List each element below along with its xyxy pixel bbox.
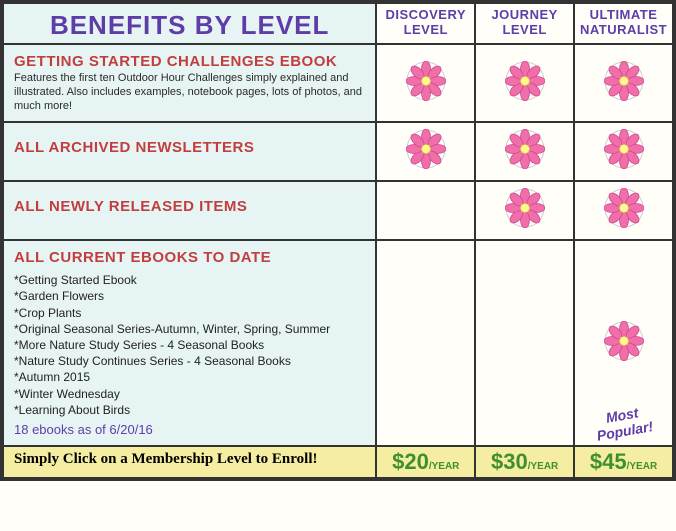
most-popular-badge: Most Popular!	[575, 399, 672, 447]
benefit-label: ALL ARCHIVED NEWSLETTERS	[3, 122, 376, 181]
benefits-table-wrapper: BENEFITS BY LEVEL DISCOVERY LEVEL JOURNE…	[0, 0, 676, 481]
flower-icon	[406, 61, 446, 106]
check-cell: Most Popular!	[574, 240, 673, 446]
flower-icon	[604, 321, 644, 366]
list-item: Getting Started Ebook	[14, 272, 365, 288]
price-per: /YEAR	[627, 461, 658, 472]
list-item: Learning About Birds	[14, 402, 365, 418]
check-cell	[574, 44, 673, 122]
list-item: Original Seasonal Series-Autumn, Winter,…	[14, 321, 365, 337]
list-item: Winter Wednesday	[14, 386, 365, 402]
flower-icon	[604, 129, 644, 174]
list-item: Crop Plants	[14, 305, 365, 321]
price-per: /YEAR	[528, 461, 559, 472]
table-row: ALL ARCHIVED NEWSLETTERS	[3, 122, 673, 181]
price-amount: $30	[491, 449, 528, 474]
flower-icon	[406, 129, 446, 174]
tier-header-discovery: DISCOVERY LEVEL	[376, 3, 475, 44]
flower-icon	[505, 188, 545, 233]
list-item: Autumn 2015	[14, 369, 365, 385]
check-cell	[376, 44, 475, 122]
tier-header-ultimate: ULTIMATE NATURALIST	[574, 3, 673, 44]
tier-header-journey: JOURNEY LEVEL	[475, 3, 574, 44]
table-row: ALL CURRENT EBOOKS TO DATE Getting Start…	[3, 240, 673, 446]
flower-icon	[604, 61, 644, 106]
benefit-title: GETTING STARTED CHALLENGES EBOOK	[14, 53, 365, 70]
list-item: Garden Flowers	[14, 288, 365, 304]
flower-icon	[604, 188, 644, 233]
page-title: BENEFITS BY LEVEL	[3, 3, 376, 44]
check-cell	[475, 44, 574, 122]
ebook-list: Getting Started Ebook Garden Flowers Cro…	[14, 272, 365, 418]
flower-icon	[505, 129, 545, 174]
table-row: GETTING STARTED CHALLENGES EBOOK Feature…	[3, 44, 673, 122]
header-row: BENEFITS BY LEVEL DISCOVERY LEVEL JOURNE…	[3, 3, 673, 44]
check-cell	[475, 181, 574, 240]
footer-row: Simply Click on a Membership Level to En…	[3, 446, 673, 478]
check-cell	[574, 181, 673, 240]
benefit-title: ALL ARCHIVED NEWSLETTERS	[14, 139, 365, 156]
price-amount: $45	[590, 449, 627, 474]
benefit-desc: Features the first ten Outdoor Hour Chal…	[14, 72, 365, 113]
price-cell-discovery[interactable]: $20/YEAR	[376, 446, 475, 478]
check-cell	[376, 122, 475, 181]
table-row: ALL NEWLY RELEASED ITEMS	[3, 181, 673, 240]
benefit-label: ALL CURRENT EBOOKS TO DATE Getting Start…	[3, 240, 376, 446]
benefit-title: ALL CURRENT EBOOKS TO DATE	[14, 249, 365, 266]
ebook-count-note: 18 ebooks as of 6/20/16	[14, 422, 365, 437]
price-per: /YEAR	[429, 461, 460, 472]
check-cell	[376, 240, 475, 446]
benefit-title: ALL NEWLY RELEASED ITEMS	[14, 198, 365, 215]
price-cell-ultimate[interactable]: $45/YEAR	[574, 446, 673, 478]
list-item: More Nature Study Series - 4 Seasonal Bo…	[14, 337, 365, 353]
footer-cta: Simply Click on a Membership Level to En…	[3, 446, 376, 478]
benefits-table: BENEFITS BY LEVEL DISCOVERY LEVEL JOURNE…	[2, 2, 674, 479]
price-amount: $20	[392, 449, 429, 474]
check-cell	[574, 122, 673, 181]
benefit-label: GETTING STARTED CHALLENGES EBOOK Feature…	[3, 44, 376, 122]
check-cell	[475, 240, 574, 446]
flower-icon	[505, 61, 545, 106]
check-cell	[475, 122, 574, 181]
check-cell	[376, 181, 475, 240]
benefit-label: ALL NEWLY RELEASED ITEMS	[3, 181, 376, 240]
price-cell-journey[interactable]: $30/YEAR	[475, 446, 574, 478]
list-item: Nature Study Continues Series - 4 Season…	[14, 353, 365, 369]
